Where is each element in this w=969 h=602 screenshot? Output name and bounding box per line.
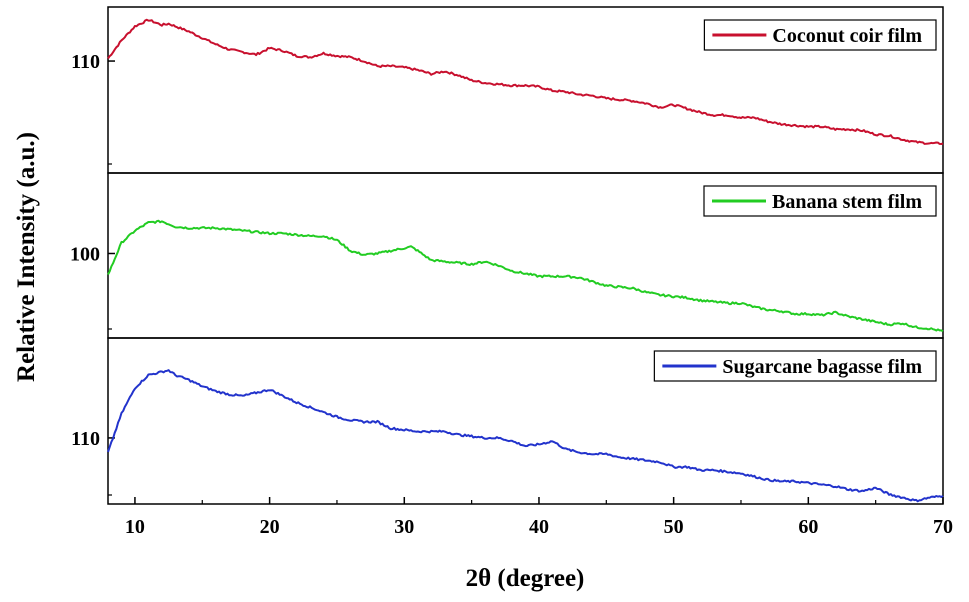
x-axis: 10 20 30 40 50 60 70 — [125, 497, 953, 538]
legend-3: Sugarcane bagasse film — [653, 350, 937, 382]
x-tick-label: 10 — [125, 516, 145, 538]
legend-label: Banana stem film — [772, 191, 922, 213]
panel-3: 110 Sugarcane bagasse film — [71, 337, 944, 505]
series-line-3 — [107, 369, 944, 503]
legend-1: Coconut coir film — [703, 19, 937, 51]
y-axis-title: Relative Intensity (a.u.) — [13, 132, 40, 382]
series-line-1 — [107, 18, 944, 145]
legend-label: Sugarcane bagasse film — [722, 356, 922, 378]
panel-frame — [107, 337, 944, 505]
panel-2: 100 Banana stem film — [70, 172, 944, 339]
series-line-2 — [107, 219, 944, 333]
legend-label: Coconut coir film — [772, 25, 922, 47]
x-tick-label: 20 — [260, 516, 280, 538]
legend-box — [653, 350, 937, 382]
x-tick-label: 70 — [933, 516, 953, 538]
y-tick-label: 100 — [70, 243, 100, 265]
y-tick-label: 110 — [71, 428, 100, 450]
x-tick-label: 30 — [394, 516, 414, 538]
x-axis-title: 2θ (degree) — [466, 565, 585, 592]
legend-2: Banana stem film — [703, 185, 937, 217]
x-tick-label: 60 — [798, 516, 818, 538]
x-tick-label: 50 — [664, 516, 684, 538]
y-tick-label: 110 — [71, 51, 100, 73]
panel-1: 110 Coconut coir film — [71, 6, 944, 174]
x-tick-label: 40 — [529, 516, 549, 538]
